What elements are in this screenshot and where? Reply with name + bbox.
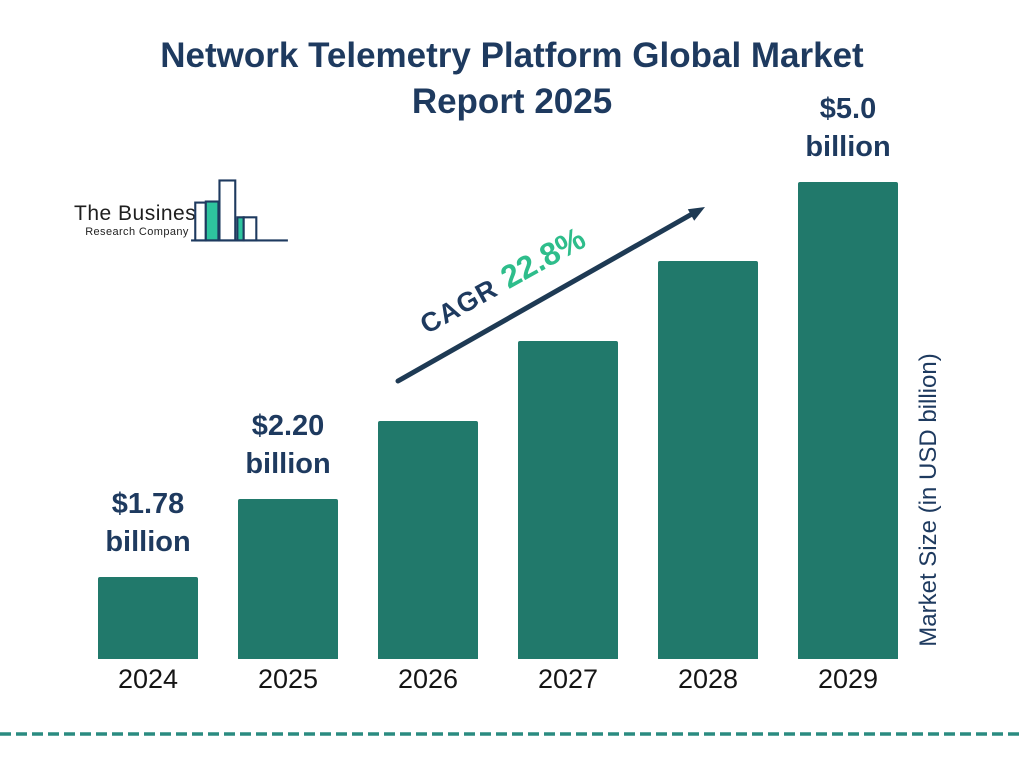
value-label-line: $5.0 [819,93,877,125]
cagr-arrow-icon [395,207,705,384]
x-tick-2024: 2024 [117,664,179,694]
value-label-line: $1.78 [111,488,185,520]
x-tick-2027: 2027 [537,664,599,694]
bar-2025 [238,499,338,659]
company-name: The Business [74,202,208,225]
dashed-divider [0,732,1024,736]
value-label-line: $2.20 [251,410,325,442]
x-tick-2029: 2029 [817,664,879,694]
value-label-2025: $2.20 billion [203,407,373,483]
bar-2024 [98,577,198,659]
bar-2026 [378,421,478,659]
company-logo: The Business Research Company [70,176,300,248]
value-label-2029: $5.0 billion [763,90,933,166]
page-title-line1: Network Telemetry Platform Global Market [160,36,864,75]
company-logo-text: The Business Research Company [74,202,208,239]
logo-bar-chart-icon [191,179,288,242]
value-label-line: billion [805,131,891,163]
bar-2028 [658,261,758,659]
x-tick-2026: 2026 [397,664,459,694]
page-title-line2: Report 2025 [411,82,613,121]
company-name-sub: Research Company [85,226,189,238]
value-label-line: billion [245,448,331,480]
page-title: Network Telemetry Platform Global Market… [0,33,1024,125]
y-axis-label: Market Size (in USD billion) [915,353,942,647]
bar-2029 [798,182,898,659]
x-tick-2028: 2028 [677,664,739,694]
value-label-2024: $1.78 billion [63,485,233,561]
x-tick-2025: 2025 [257,664,319,694]
bar-2027 [518,341,618,659]
value-label-line: billion [105,526,191,558]
